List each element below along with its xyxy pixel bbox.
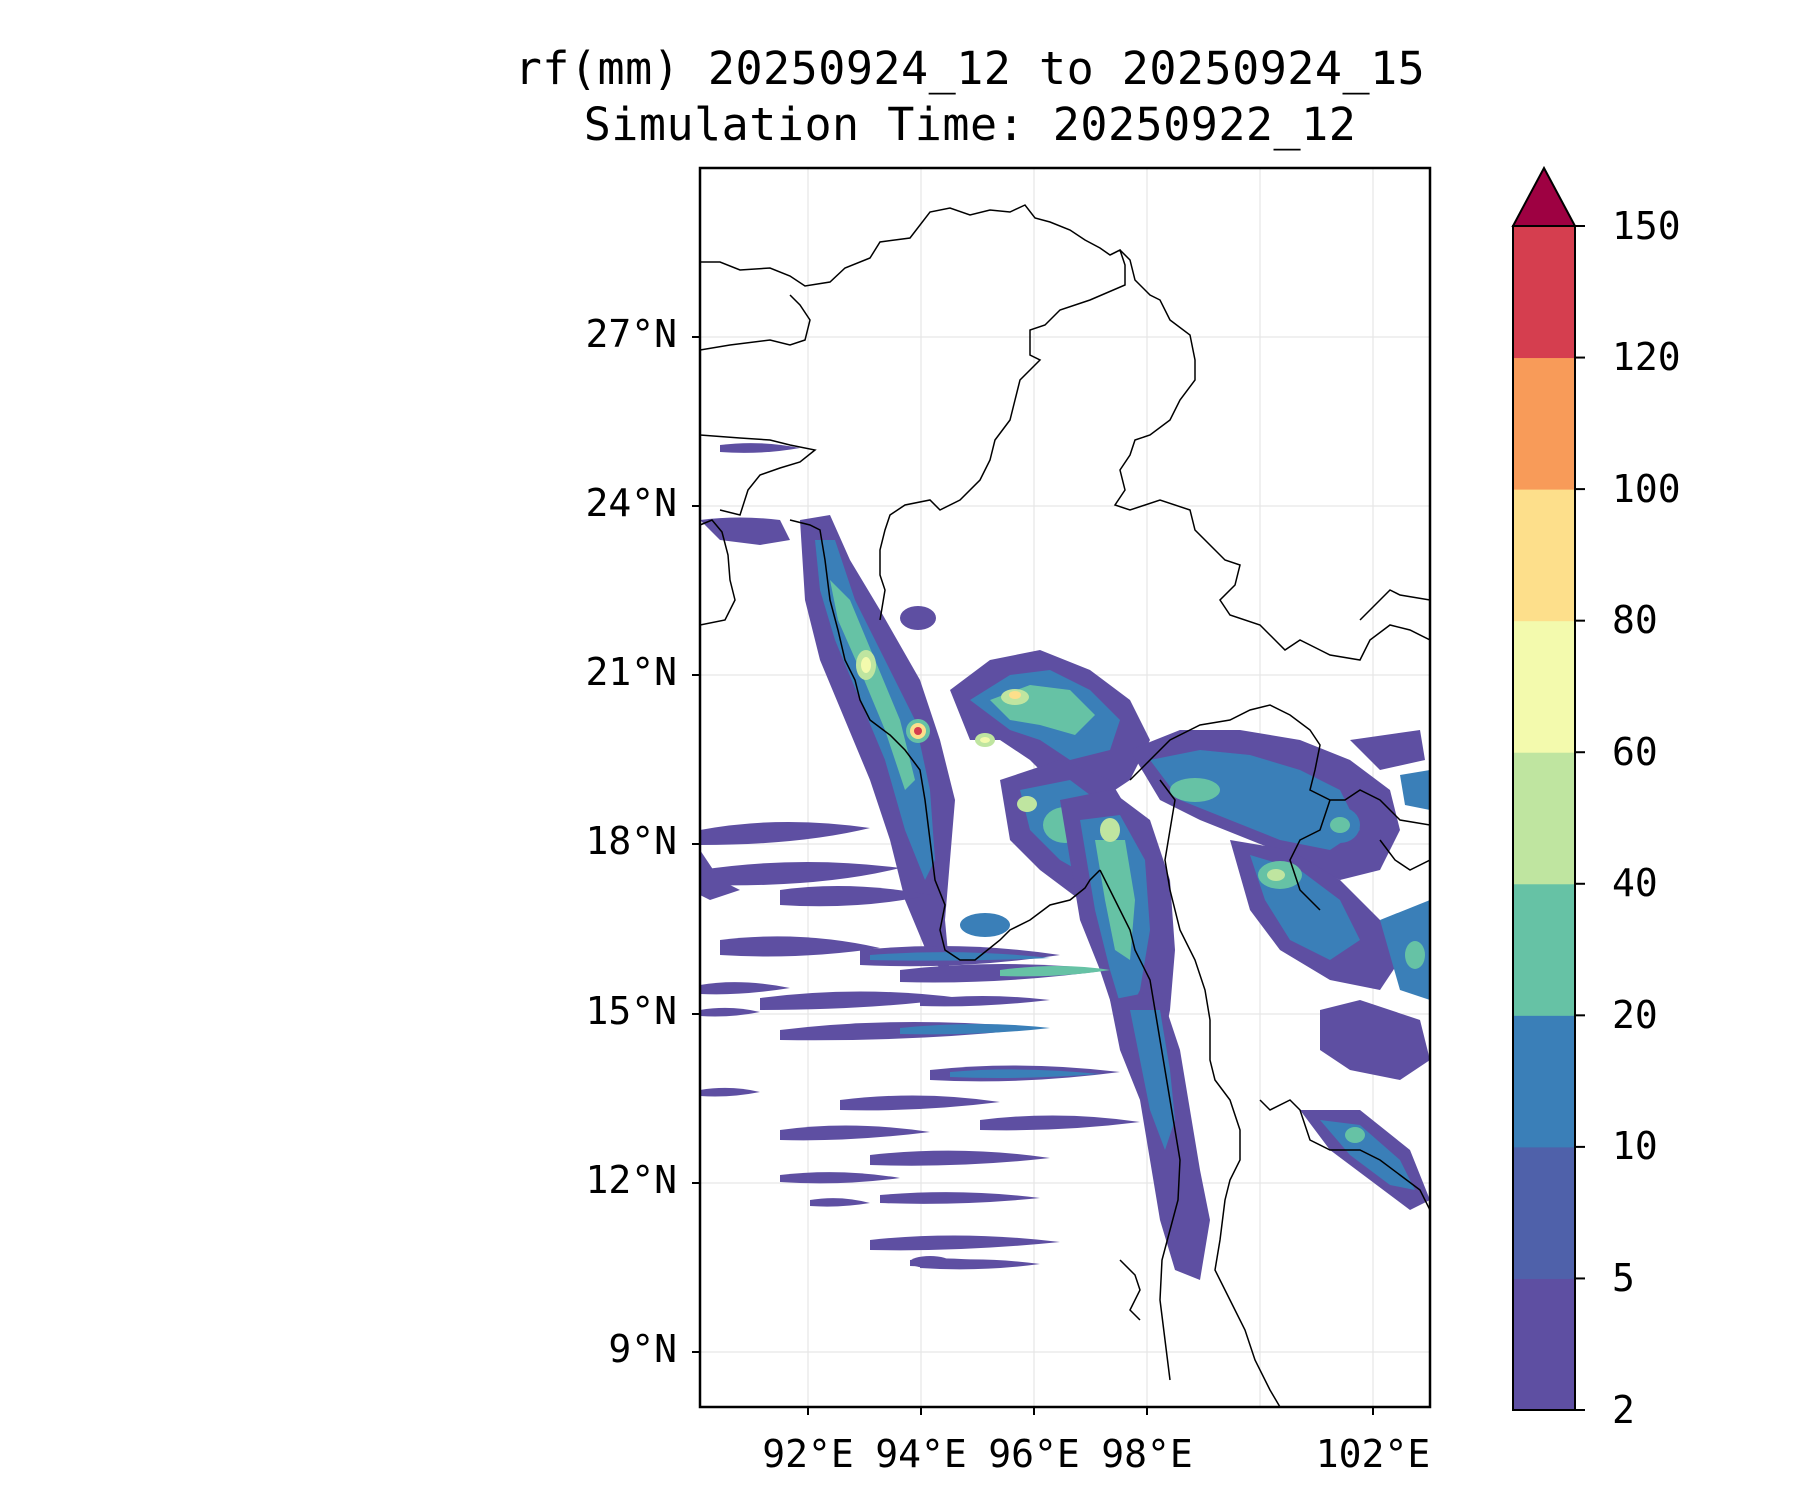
colorbar-extend-arrow: [1511, 165, 1577, 227]
lon-label-98e: 98°E: [1101, 1432, 1193, 1476]
country-borders: [700, 204, 1430, 1407]
colorbar: [1511, 165, 1585, 1411]
lon-label-102e: 102°E: [1315, 1432, 1431, 1476]
colorbar-label-20: 20: [1612, 993, 1658, 1037]
lat-label-18n: 18°N: [585, 819, 677, 863]
colorbar-label-120: 120: [1612, 335, 1681, 379]
lat-label-12n: 12°N: [585, 1158, 677, 1202]
colorbar-label-40: 40: [1612, 861, 1658, 905]
lon-label-94e: 94°E: [875, 1432, 967, 1476]
colorbar-label-80: 80: [1612, 598, 1658, 642]
lat-label-9n: 9°N: [608, 1327, 677, 1371]
lat-ticks: [692, 336, 700, 1353]
colorbar-label-2: 2: [1612, 1388, 1635, 1432]
rainfall-field: [700, 443, 1430, 1280]
colorbar-bin: [1513, 226, 1575, 359]
lat-label-15n: 15°N: [585, 989, 677, 1033]
colorbar-label-150: 150: [1612, 204, 1681, 248]
lat-label-21n: 21°N: [585, 650, 677, 694]
lat-label-24n: 24°N: [585, 481, 677, 525]
map-title: rf(mm) 20250924_12 to 20250924_15: [514, 42, 1426, 95]
colorbar-bin: [1513, 620, 1575, 753]
colorbar-bin: [1513, 752, 1575, 885]
colorbar-bin: [1513, 1278, 1575, 1411]
colorbar-bin: [1513, 1146, 1575, 1279]
colorbar-bin: [1513, 357, 1575, 490]
colorbar-label-100: 100: [1612, 467, 1681, 511]
colorbar-label-10: 10: [1612, 1124, 1658, 1168]
colorbar-bin: [1513, 883, 1575, 1016]
lon-ticks: [807, 1407, 1374, 1415]
map-subtitle: Simulation Time: 20250922_12: [583, 98, 1357, 151]
map-frame: [698, 166, 1432, 1409]
colorbar-label-5: 5: [1612, 1256, 1635, 1300]
lon-label-92e: 92°E: [762, 1432, 854, 1476]
colorbar-outline: [1512, 225, 1576, 1411]
colorbar-bin: [1513, 489, 1575, 622]
colorbar-label-60: 60: [1612, 730, 1658, 774]
lon-label-96e: 96°E: [988, 1432, 1080, 1476]
lat-label-27n: 27°N: [585, 312, 677, 356]
colorbar-bin: [1513, 1015, 1575, 1148]
